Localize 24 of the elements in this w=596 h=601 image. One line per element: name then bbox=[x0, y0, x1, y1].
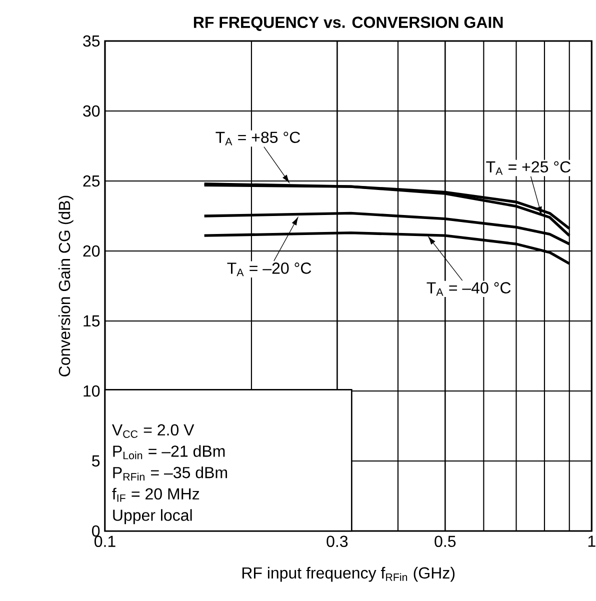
y-tick-label: 30 bbox=[83, 105, 100, 117]
y-tick-label: 20 bbox=[83, 245, 100, 257]
annotation: T$_{A}$ = –40 °C bbox=[426, 282, 511, 296]
annotation: V$_{CC}$ = 2.0 V bbox=[112, 424, 194, 438]
y-tick-label: 15 bbox=[84, 315, 100, 327]
annotation: T$_{A}$ = +85 °C bbox=[216, 132, 300, 146]
y-tick-label: 10 bbox=[84, 385, 100, 397]
y-tick-label: 35 bbox=[83, 35, 100, 47]
annotation: T$_{A}$ = –20 °C bbox=[227, 262, 312, 276]
chart-title: RF FREQUENCY vs. CONVERSION GAIN bbox=[194, 16, 503, 31]
annotation: f$_{IF}$ = 20 MHz bbox=[112, 488, 200, 502]
x-tick-label: 1 bbox=[588, 536, 596, 547]
annotation: Upper local bbox=[113, 509, 192, 524]
x-tick-label: 0.5 bbox=[434, 536, 456, 548]
x-axis-title: RF input frequency f$_{RFin}$ (GHz) bbox=[242, 566, 454, 582]
annotation: P$_{RFin}$ = –35 dBm bbox=[113, 466, 227, 480]
y-tick-label: 25 bbox=[83, 175, 100, 187]
annotation: T$_{A}$ = +25 °C bbox=[486, 161, 570, 175]
y-tick-label: 0 bbox=[92, 525, 100, 537]
annotation: P$_{Loin}$ = –21 dBm bbox=[113, 445, 225, 460]
y-axis-title: Conversion Gain CG (dB) bbox=[58, 196, 74, 376]
y-tick-label: 5 bbox=[92, 455, 100, 467]
x-tick-label: 0.3 bbox=[326, 536, 348, 548]
x-tick-label: 0.1 bbox=[94, 536, 116, 548]
